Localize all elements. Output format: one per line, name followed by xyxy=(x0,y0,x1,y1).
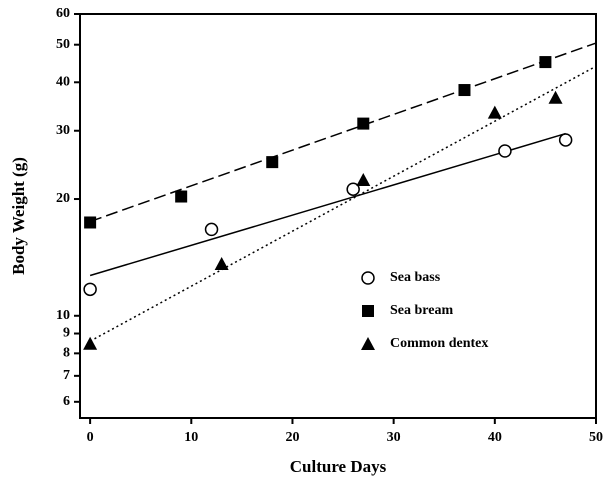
marker-triangle xyxy=(83,336,98,350)
marker-triangle xyxy=(487,105,502,119)
marker-circle xyxy=(558,133,573,147)
y-tick-label: 40 xyxy=(56,75,70,90)
y-tick-label: 20 xyxy=(56,191,70,206)
marker-circle xyxy=(204,222,219,237)
legend-label: Sea bass xyxy=(390,270,441,285)
x-tick-label: 50 xyxy=(589,430,603,445)
marker-circle xyxy=(346,182,360,196)
legend-marker xyxy=(361,337,375,350)
marker-square xyxy=(458,84,471,97)
x-tick-label: 10 xyxy=(184,430,198,445)
y-axis-title: Body Weight (g) xyxy=(9,157,28,275)
y-tick-label: 50 xyxy=(56,37,70,52)
x-tick-label: 40 xyxy=(488,430,502,445)
legend-marker xyxy=(362,305,374,317)
marker-square xyxy=(539,56,552,69)
y-tick-label: 30 xyxy=(56,123,70,138)
fit-line xyxy=(89,65,597,342)
x-tick-label: 30 xyxy=(387,430,401,445)
legend-marker xyxy=(361,271,375,285)
marker-square xyxy=(266,156,279,169)
marker-square xyxy=(357,117,370,130)
y-tick-label: 7 xyxy=(63,368,70,383)
legend-label: Sea bream xyxy=(390,303,453,318)
y-tick-label: 6 xyxy=(63,394,70,409)
y-tick-label: 10 xyxy=(56,308,70,323)
marker-triangle xyxy=(356,172,371,186)
fit-line xyxy=(89,42,597,223)
marker-square xyxy=(175,190,188,203)
marker-circle xyxy=(83,282,97,297)
marker-circle xyxy=(498,144,512,158)
fit-line xyxy=(89,132,566,277)
y-tick-label: 9 xyxy=(63,326,70,341)
marker-square xyxy=(84,216,97,229)
x-axis-title: Culture Days xyxy=(290,457,387,476)
plot-frame xyxy=(79,13,597,419)
marker-triangle xyxy=(214,256,229,270)
x-tick-label: 20 xyxy=(285,430,299,445)
y-tick-label: 8 xyxy=(63,346,70,361)
marker-triangle xyxy=(548,90,563,104)
legend-label: Common dentex xyxy=(390,336,488,351)
y-tick-label: 60 xyxy=(56,6,70,21)
x-tick-label: 0 xyxy=(87,430,94,445)
